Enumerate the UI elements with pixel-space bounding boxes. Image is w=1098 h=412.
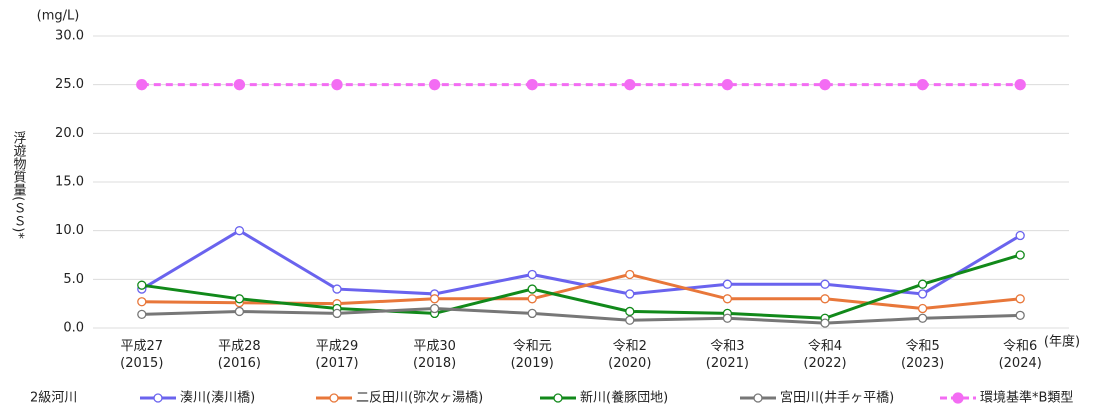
x-tick-label: 令和6 (2024) [999,339,1042,371]
data-point [527,308,537,319]
legend-marker [952,392,964,404]
data-point [136,79,148,91]
y-tick-label: 0.0 [63,321,84,336]
data-point [722,294,733,304]
data-point [916,79,929,91]
data-point [137,280,147,290]
legend-marker [553,393,563,403]
data-point [429,294,440,304]
data-point [137,297,147,307]
y-axis-label: 浮遊物質量(ＳＳ)* [11,131,27,239]
x-tick-label: 平成29 (2017) [315,339,358,371]
data-point [331,79,343,91]
data-point [1015,250,1025,260]
data-point [917,313,928,323]
data-point [234,306,245,317]
data-point [722,279,733,289]
legend-marker [153,393,163,403]
legend-label: 新川(養豚団地) [580,390,668,406]
data-point [429,303,440,314]
y-tick-label: 20.0 [55,126,84,141]
data-point [917,279,928,289]
legend-label: 環境基準*B類型 [980,390,1073,406]
data-point [527,284,537,294]
data-point [234,294,245,304]
data-point [527,269,537,280]
series-line [141,307,1021,325]
data-point [1014,79,1026,91]
data-point [917,289,928,299]
x-tick-label: 令和元(2019) [511,339,554,371]
y-tick-label: 5.0 [63,272,84,287]
series-line [141,253,1021,320]
legend-marker [753,393,763,403]
data-point [917,303,928,314]
legend-label: 二反田川(弥次ヶ湯橋) [356,390,483,406]
x-tick-label: 令和2 (2020) [608,339,651,371]
data-point [625,269,635,280]
x-tick-label: 平成27 (2015) [120,339,163,371]
data-point [428,79,441,91]
y-tick-label: 25.0 [55,77,84,92]
data-point [820,318,830,328]
data-point [721,79,734,91]
x-tick-label: 令和4 (2022) [803,339,846,371]
data-point [722,313,733,323]
data-point [625,315,635,325]
data-point [527,294,537,304]
y-tick-label: 15.0 [55,175,84,190]
data-point [1015,310,1025,320]
legend-label: 宮田川(井手ヶ平橋) [780,390,894,406]
y-tick-label: 30.0 [55,29,84,44]
data-point [1015,230,1025,241]
data-point [526,79,538,91]
x-tick-label: 令和5 (2023) [901,339,944,371]
legend-title: 2級河川 [30,391,77,406]
data-point [625,289,635,299]
data-point [820,294,830,304]
x-tick-label: 平成30 (2018) [413,339,456,371]
data-point [624,79,636,91]
series-line [141,228,1021,296]
legend-label: 湊川(湊川橋) [180,391,255,406]
legend-marker [329,393,339,403]
data-point [819,79,831,91]
unit-label: (mg/L) [37,9,80,24]
x-tick-label: 令和3 (2021) [706,339,749,371]
x-tick-label: 平成28 (2016) [218,339,261,371]
y-tick-label: 10.0 [55,223,84,238]
data-point [137,309,147,320]
data-point [625,306,635,317]
data-point [1015,294,1025,304]
data-point [234,226,245,236]
data-point [332,284,342,294]
data-point [820,279,830,289]
x-axis-label: (年度) [1044,334,1080,350]
data-point [233,79,246,91]
data-point [332,308,342,319]
